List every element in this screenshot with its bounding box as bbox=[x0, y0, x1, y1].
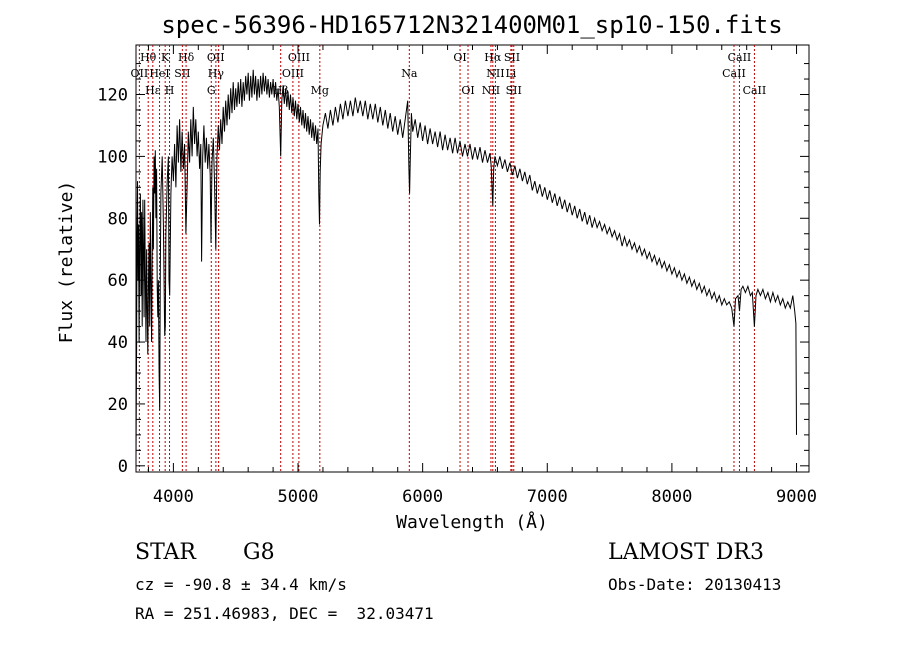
spectral-line-label: Hγ bbox=[208, 67, 225, 80]
spectral-line-label: NII bbox=[482, 84, 500, 97]
spectral-line-label: Hα bbox=[484, 51, 502, 64]
y-tick-label: 80 bbox=[108, 209, 128, 229]
y-axis: 0 20 40 60 80 100 120 bbox=[97, 63, 809, 477]
x-axis-label: Wavelength (Å) bbox=[396, 511, 548, 533]
x-tick-label: 5000 bbox=[278, 487, 319, 507]
object-class: STAR bbox=[135, 540, 196, 565]
spectral-line-label: OI bbox=[461, 84, 474, 97]
x-tick-label: 9000 bbox=[776, 487, 817, 507]
spectral-line-label: OII bbox=[207, 51, 225, 64]
x-tick-label: 7000 bbox=[527, 487, 568, 507]
y-tick-label: 40 bbox=[108, 333, 128, 353]
spectral-line-label: OI bbox=[453, 51, 466, 64]
y-tick-label: 20 bbox=[108, 395, 128, 415]
spectral-line-label: HeI bbox=[149, 67, 169, 80]
survey-name: LAMOST DR3 bbox=[608, 540, 764, 565]
spectral-line-label: SII bbox=[174, 67, 190, 80]
spectral-line-label: OIII bbox=[282, 67, 304, 80]
spectral-line-label: Hε bbox=[145, 84, 161, 97]
spectral-line-label: OII bbox=[131, 67, 149, 80]
y-tick-label: 0 bbox=[118, 457, 128, 477]
spectral-line-label: NII bbox=[486, 67, 504, 80]
spectral-line-label: OIII bbox=[288, 51, 310, 64]
spectral-line-label: Li bbox=[505, 67, 516, 80]
spectral-line-label: Hθ bbox=[140, 51, 157, 64]
y-axis-label: Flux (relative) bbox=[56, 181, 77, 344]
y-tick-label: 60 bbox=[108, 271, 128, 291]
ra-dec-coordinates: RA = 251.46983, DEC = 32.03471 bbox=[135, 604, 434, 623]
x-tick-label: 6000 bbox=[402, 487, 443, 507]
spectral-line-label: G bbox=[207, 84, 216, 97]
spectral-line-label: H bbox=[165, 84, 175, 97]
x-tick-label: 8000 bbox=[651, 487, 692, 507]
spectral-line-label: Hδ bbox=[178, 51, 195, 64]
spectral-line-label: SII bbox=[506, 84, 522, 97]
spectral-line-label: CaII bbox=[743, 84, 767, 97]
x-tick-label: 4000 bbox=[153, 487, 194, 507]
y-tick-label: 120 bbox=[97, 86, 128, 106]
spectrum-line bbox=[135, 69, 797, 460]
spectral-subclass: G8 bbox=[243, 540, 275, 565]
x-axis: 4000 5000 6000 7000 8000 9000 bbox=[147, 45, 817, 507]
spectral-line-label: CaII bbox=[728, 51, 752, 64]
spectral-line-label: Na bbox=[401, 67, 418, 80]
chart-title: spec-56396-HD165712N321400M01_sp10-150.f… bbox=[161, 11, 782, 39]
observation-date: Obs-Date: 20130413 bbox=[608, 575, 782, 594]
spectral-line-label: SII bbox=[504, 51, 520, 64]
plot-frame bbox=[135, 44, 810, 473]
redshift-velocity: cz = -90.8 ± 34.4 km/s bbox=[135, 575, 347, 594]
spectral-line-label: Mg bbox=[311, 84, 329, 97]
spectral-line-label: CaII bbox=[722, 67, 746, 80]
spectral-line-label: K bbox=[161, 51, 170, 64]
y-tick-label: 100 bbox=[97, 147, 128, 167]
